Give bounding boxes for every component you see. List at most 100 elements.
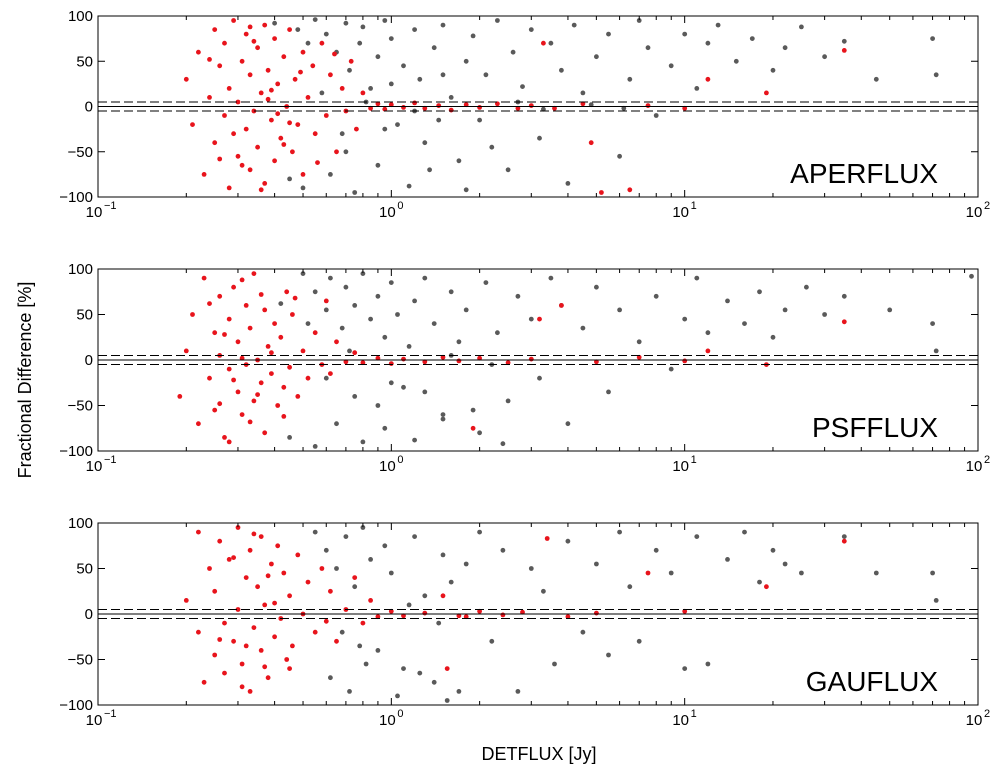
data-point xyxy=(343,359,349,365)
x-tick-label: 10 xyxy=(672,458,689,475)
data-point xyxy=(269,87,274,93)
data-point xyxy=(312,629,318,635)
data-point xyxy=(541,106,546,112)
data-point xyxy=(422,275,428,281)
data-point xyxy=(310,63,316,69)
data-point xyxy=(298,69,303,75)
data-point xyxy=(733,58,739,64)
data-point xyxy=(284,289,290,295)
data-point xyxy=(645,570,651,576)
data-point xyxy=(500,441,506,447)
data-point xyxy=(328,172,333,177)
data-point xyxy=(275,403,281,408)
data-point xyxy=(352,575,358,580)
data-point xyxy=(440,412,446,417)
data-point xyxy=(617,529,622,535)
data-point xyxy=(548,275,554,281)
data-point xyxy=(933,72,939,78)
data-point xyxy=(375,54,381,60)
data-point xyxy=(725,557,730,562)
y-tick-label: −100 xyxy=(59,697,93,714)
data-point xyxy=(621,105,627,111)
data-point xyxy=(627,584,633,590)
x-tick-exponent: 0 xyxy=(397,454,403,466)
data-point xyxy=(448,95,454,100)
data-point xyxy=(799,24,804,30)
data-point xyxy=(328,588,333,594)
data-point xyxy=(510,49,516,55)
data-point xyxy=(235,339,241,345)
data-point xyxy=(226,86,232,91)
data-point xyxy=(770,547,776,553)
x-tick-exponent: −1 xyxy=(104,454,117,466)
data-point xyxy=(343,149,349,155)
data-point xyxy=(222,435,227,440)
y-axis-title: Fractional Difference [%] xyxy=(15,282,35,479)
data-point xyxy=(887,307,893,313)
panel-label: PSFFLUX xyxy=(812,412,938,443)
data-point xyxy=(357,40,363,46)
data-point xyxy=(323,31,329,37)
data-point xyxy=(653,293,659,299)
data-point xyxy=(705,330,711,336)
data-point xyxy=(395,122,400,127)
data-point xyxy=(343,534,349,539)
data-point xyxy=(323,307,329,313)
data-point xyxy=(352,394,358,399)
data-point xyxy=(544,536,550,541)
data-point xyxy=(440,354,446,360)
data-point xyxy=(444,698,450,703)
data-point xyxy=(463,102,469,108)
y-tick-label: −100 xyxy=(59,189,93,206)
data-point xyxy=(212,330,218,336)
data-point xyxy=(319,566,325,571)
x-tick-label: 10 xyxy=(379,458,396,475)
data-point xyxy=(235,525,241,530)
data-point xyxy=(528,103,534,108)
data-point xyxy=(520,609,525,615)
data-point xyxy=(196,49,201,55)
data-point xyxy=(258,292,264,297)
y-tick-label: −50 xyxy=(68,144,93,161)
data-point xyxy=(251,38,257,44)
data-point xyxy=(243,643,249,649)
data-point xyxy=(552,661,557,667)
data-point xyxy=(305,579,311,585)
data-point xyxy=(235,607,241,612)
data-point xyxy=(431,679,437,685)
x-tick-label: 10 xyxy=(86,458,103,475)
data-point xyxy=(251,531,257,537)
data-point xyxy=(422,359,428,365)
data-point xyxy=(559,67,564,73)
data-point xyxy=(770,334,776,340)
data-point xyxy=(606,389,611,395)
data-point xyxy=(463,58,469,64)
data-point xyxy=(401,105,406,110)
data-point xyxy=(272,158,277,164)
data-point xyxy=(247,689,253,694)
data-point xyxy=(565,181,571,186)
data-point xyxy=(705,76,711,82)
data-point xyxy=(822,312,827,317)
x-tick-label: 10 xyxy=(966,458,983,475)
data-point xyxy=(495,101,500,107)
data-point xyxy=(251,625,257,630)
scatter-points xyxy=(177,271,974,449)
data-point xyxy=(305,95,311,100)
data-point xyxy=(251,271,257,276)
data-point xyxy=(222,332,227,337)
x-tick-exponent: 1 xyxy=(691,708,697,720)
y-tick-label: −50 xyxy=(68,398,93,415)
data-point xyxy=(422,593,428,599)
data-point xyxy=(339,325,345,331)
data-point xyxy=(212,407,218,413)
data-point xyxy=(226,316,232,322)
data-point xyxy=(300,172,306,177)
data-point xyxy=(281,570,287,576)
data-point xyxy=(247,547,253,553)
data-point xyxy=(636,354,642,360)
data-point xyxy=(412,298,417,304)
data-point xyxy=(456,613,462,619)
data-point xyxy=(295,394,301,399)
data-point xyxy=(272,600,277,606)
